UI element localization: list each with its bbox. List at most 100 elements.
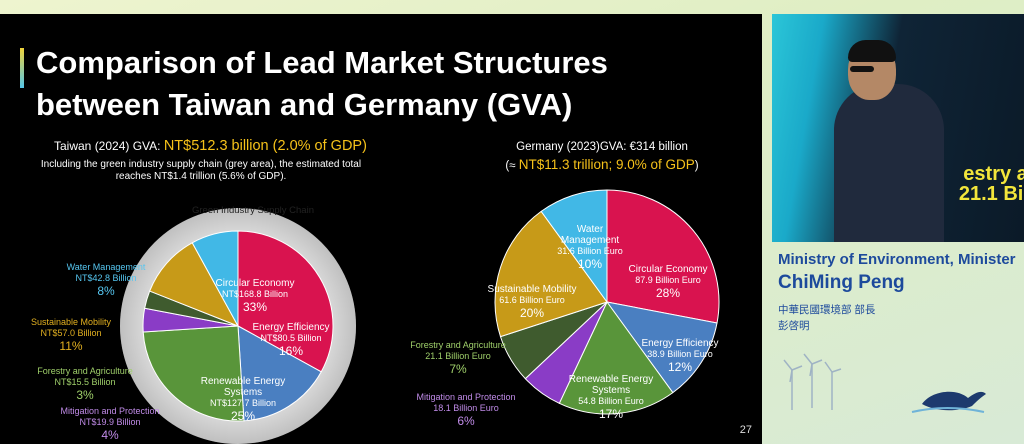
de-circular-pct: 28% [655, 286, 681, 300]
supply-chain-label: Green Industry Supply Chain [192, 205, 314, 216]
de-forestry-pct: 7% [449, 362, 467, 376]
tw-forestry-value: NT$15.5 Billion [54, 377, 116, 387]
page-number: 27 [739, 424, 752, 436]
de-mitigation-pct: 6% [457, 414, 475, 428]
germany-slice-renewable-energy-systems [558, 301, 674, 415]
tw-renewable-pct: 25% [230, 409, 256, 423]
germany-header-suffix: ) [694, 160, 699, 172]
speaker-title: Ministry of Environment, Minister [778, 251, 1016, 268]
tw-mobility-value: NT$57.0 Billion [40, 328, 102, 338]
tw-water-name: Water Management [66, 262, 146, 272]
de-forestry-value: 21.1 Billion Euro [425, 351, 491, 361]
taiwan-note: Including the green industry supply chai… [36, 159, 366, 183]
speaker-caption: Ministry of Environment, Minister ChiMin… [778, 250, 1018, 334]
de-efficiency-pct: 12% [667, 360, 693, 374]
slide-title-line1: Comparison of Lead Market Structures [36, 45, 608, 80]
taiwan-header-prefix: Taiwan (2024) GVA: [54, 139, 164, 153]
de-efficiency-value: 38.9 Billion Euro [647, 349, 713, 359]
de-label-mitigation: Mitigation and Protection 18.1 Billion E… [398, 392, 534, 429]
tw-efficiency-value: NT$80.5 Billion [260, 333, 322, 343]
de-mobility-pct: 20% [519, 306, 545, 320]
wave-icon [911, 407, 985, 413]
tw-label-circular: Circular Economy NT$168.8 Billion 33% [200, 278, 310, 315]
taiwan-pie [142, 230, 334, 422]
taiwan-slice-renewable-energy-systems [142, 325, 245, 422]
tw-water-pct: 8% [97, 284, 115, 298]
tw-forestry-name: Forestry and Agriculture [37, 366, 133, 376]
backdrop-text-line3: 7 [950, 204, 1024, 224]
speaker-body [834, 84, 944, 242]
tw-mobility-name: Sustainable Mobility [30, 317, 112, 327]
de-circular-name: Circular Economy [628, 264, 708, 275]
slide-title: Comparison of Lead Market Structures bet… [36, 42, 736, 126]
speaker-glasses [850, 66, 874, 72]
speaker-hair [848, 40, 896, 62]
de-label-circular: Circular Economy 87.9 Billion Euro 28% [618, 264, 718, 301]
de-mobility-name: Sustainable Mobility [487, 284, 577, 295]
tw-label-water: Water Management NT$42.8 Billion 8% [44, 262, 168, 299]
de-water-value: 31.6 Billion Euro [557, 246, 623, 256]
tw-mobility-pct: 11% [59, 339, 83, 353]
wind-turbine-icon [783, 353, 842, 410]
backdrop-text-line1: estry an [963, 163, 1024, 185]
speaker-name: ChiMing Peng [778, 272, 905, 293]
germany-header-highlight: NT$11.3 trillion; 9.0% of GDP [518, 157, 695, 172]
de-water-name: Water Management [560, 224, 620, 246]
taiwan-slice-circular-economy [237, 230, 334, 373]
germany-slice-water-management [540, 189, 608, 304]
de-label-renewable: Renewable Energy Systems 54.8 Billion Eu… [556, 374, 666, 422]
tw-label-forestry: Forestry and Agriculture NT$15.5 Billion… [10, 366, 160, 403]
tw-mitigation-value: NT$19.9 Billion [79, 417, 141, 427]
de-efficiency-name: Energy Efficiency [641, 338, 719, 349]
germany-header-prefix: (≈ [505, 160, 519, 172]
backdrop-screen-text: estry an 21.1 Billi 7 [950, 164, 1024, 224]
germany-header: Germany (2023)GVA: €314 billion (≈ NT$11… [482, 138, 722, 175]
de-mitigation-value: 18.1 Billion Euro [433, 403, 499, 413]
taiwan-note-line1: Including the green industry supply chai… [40, 159, 362, 170]
taiwan-slice-sustainable-mobility [149, 242, 240, 327]
de-label-mobility: Sustainable Mobility 61.6 Billion Euro 2… [484, 284, 580, 321]
backdrop-text-line2: 21.1 Billi [958, 183, 1024, 205]
slide-title-line2: between Taiwan and Germany (GVA) [36, 87, 573, 122]
whale-icon [922, 391, 986, 411]
taiwan-header: Taiwan (2024) GVA: NT$512.3 billion (2.0… [54, 138, 434, 154]
de-water-pct: 10% [577, 257, 603, 271]
de-label-forestry: Forestry and Agriculture 21.1 Billion Eu… [390, 340, 526, 377]
tw-renewable-name: Renewable Energy Systems [200, 376, 286, 398]
title-accent-bar [20, 48, 24, 88]
speaker-name-zh: 彭啓明 [778, 320, 810, 332]
tw-water-value: NT$42.8 Billion [75, 273, 137, 283]
tw-mitigation-pct: 4% [101, 428, 119, 442]
speaker-video: estry an 21.1 Billi 7 [772, 14, 1024, 242]
de-renewable-pct: 17% [598, 407, 624, 421]
taiwan-note-line2: reaches NT$1.4 trillion (5.6% of GDP). [115, 171, 287, 182]
germany-pie [494, 189, 720, 415]
germany-slice-circular-economy [606, 189, 720, 324]
tw-mitigation-name: Mitigation and Protection [60, 406, 160, 416]
tw-label-efficiency: Energy Efficiency NT$80.5 Billion 16% [246, 322, 336, 359]
de-mitigation-name: Mitigation and Protection [416, 392, 516, 402]
de-label-efficiency: Energy Efficiency 38.9 Billion Euro 12% [632, 338, 728, 375]
wind-turbine-whale-decoration [783, 353, 986, 413]
tw-efficiency-name: Energy Efficiency [252, 322, 330, 333]
taiwan-header-highlight: NT$512.3 billion (2.0% of GDP) [163, 138, 367, 154]
tw-forestry-pct: 3% [76, 388, 94, 402]
de-renewable-name: Renewable Energy Systems [568, 374, 654, 396]
tw-label-renewable: Renewable Energy Systems NT$127.7 Billio… [188, 376, 298, 424]
taiwan-slice-water-management [191, 230, 239, 327]
speaker-title-zh: 中華民國環境部 部長 [778, 304, 876, 316]
tw-circular-value: NT$168.8 Billion [221, 289, 289, 299]
tw-circular-pct: 33% [242, 300, 268, 314]
germany-slice-sustainable-mobility [494, 210, 608, 338]
germany-slice-energy-efficiency [605, 301, 718, 394]
pie-charts [120, 189, 720, 444]
tw-renewable-value: NT$127.7 Billion [209, 398, 277, 408]
tw-label-mobility: Sustainable Mobility NT$57.0 Billion 11% [6, 317, 136, 354]
tw-label-mitigation: Mitigation and Protection NT$19.9 Billio… [40, 406, 180, 443]
de-label-water: Water Management 31.6 Billion Euro 10% [548, 224, 632, 272]
germany-header-line1: Germany (2023)GVA: €314 billion [516, 141, 688, 153]
de-forestry-name: Forestry and Agriculture [410, 340, 506, 350]
taiwan-slice-energy-efficiency [237, 325, 322, 422]
tw-efficiency-pct: 16% [278, 344, 304, 358]
de-renewable-value: 54.8 Billion Euro [578, 396, 644, 406]
